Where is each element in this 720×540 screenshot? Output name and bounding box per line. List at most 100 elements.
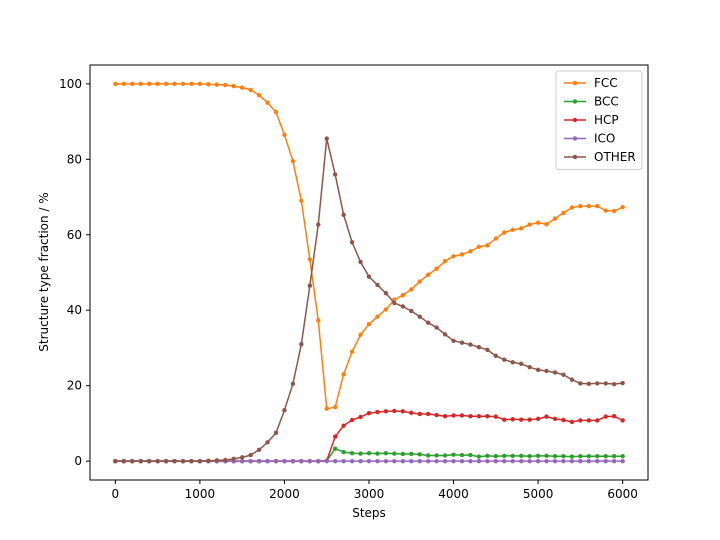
data-point-fcc (299, 198, 304, 204)
x-axis: 0 1000 2000 3000 4000 5000 6000 (112, 480, 638, 501)
data-point-fcc (332, 404, 338, 410)
data-point-ico (552, 458, 558, 464)
data-point-fcc (290, 159, 296, 164)
legend-marker-fcc (572, 80, 578, 86)
data-point-ico (366, 458, 372, 464)
data-point-fcc (349, 349, 355, 354)
data-point-bcc (476, 454, 482, 459)
data-point-fcc (172, 81, 177, 87)
data-point-bcc (493, 454, 499, 459)
data-point-fcc (561, 210, 566, 216)
data-point-ico (595, 458, 600, 464)
data-point-hcp (442, 414, 448, 419)
data-point-other (248, 452, 253, 458)
data-point-other (375, 282, 380, 288)
data-point-other (366, 274, 372, 279)
y-tick-label: 0 (74, 454, 82, 468)
data-point-hcp (349, 417, 355, 423)
data-point-hcp (476, 414, 482, 419)
y-tick-label: 80 (67, 152, 82, 166)
data-point-ico (299, 458, 304, 464)
data-point-fcc (239, 85, 245, 90)
data-point-other (332, 172, 338, 177)
data-point-fcc (485, 243, 490, 248)
data-point-hcp (392, 408, 397, 414)
data-point-ico (518, 458, 524, 464)
data-point-bcc (349, 451, 355, 456)
data-point-bcc (417, 452, 422, 457)
data-point-fcc (518, 226, 524, 231)
data-point-hcp (578, 418, 583, 423)
data-point-ico (256, 458, 262, 464)
data-point-ico (332, 458, 338, 464)
data-point-ico (383, 458, 389, 464)
data-point-fcc (434, 266, 439, 271)
legend-label-bcc: BCC (594, 95, 619, 109)
data-point-other (552, 370, 558, 375)
x-tick-label: 1000 (185, 487, 216, 501)
data-point-fcc (180, 81, 186, 87)
data-point-fcc (476, 244, 482, 250)
data-point-ico (375, 458, 380, 464)
legend-marker-ico (572, 136, 578, 141)
data-point-hcp (611, 414, 617, 419)
data-point-bcc (544, 453, 549, 459)
data-point-ico (561, 458, 566, 464)
data-point-other (189, 458, 194, 464)
data-point-other (392, 300, 397, 306)
data-point-bcc (569, 454, 575, 459)
y-tick-label: 100 (59, 77, 82, 91)
data-point-fcc (138, 81, 143, 87)
data-point-hcp (358, 414, 363, 420)
data-point-bcc (502, 453, 507, 459)
data-point-other (409, 308, 414, 314)
data-point-other (206, 458, 211, 463)
data-point-hcp (459, 413, 465, 418)
data-point-ico (400, 458, 406, 464)
data-point-fcc (316, 318, 321, 323)
data-point-fcc (273, 109, 279, 115)
data-point-other (180, 458, 186, 464)
data-point-fcc (256, 92, 262, 98)
plot-area (113, 81, 625, 464)
data-point-other (383, 291, 389, 296)
data-point-fcc (189, 81, 194, 87)
data-point-fcc (324, 406, 329, 411)
data-point-fcc (206, 82, 211, 87)
data-point-other (518, 361, 524, 366)
x-tick-label: 5000 (523, 487, 554, 501)
data-point-fcc (578, 203, 583, 209)
data-point-other (163, 458, 169, 464)
data-point-ico (620, 458, 625, 464)
data-point-bcc (485, 453, 490, 459)
data-point-other (316, 222, 321, 227)
data-point-bcc (451, 452, 456, 457)
data-point-other (451, 338, 456, 343)
legend-marker-other (572, 154, 578, 160)
data-point-fcc (451, 254, 456, 259)
data-point-fcc (425, 272, 431, 277)
data-point-ico (451, 458, 456, 464)
data-point-hcp (341, 423, 346, 428)
data-point-fcc (265, 100, 270, 105)
data-point-other (349, 240, 355, 245)
data-point-ico (434, 458, 439, 464)
data-point-fcc (282, 132, 287, 137)
data-point-fcc (493, 236, 499, 241)
data-point-ico (307, 458, 313, 464)
data-point-ico (485, 458, 490, 464)
data-point-ico (341, 458, 346, 464)
data-point-hcp (595, 418, 600, 423)
y-tick-label: 40 (67, 303, 82, 317)
data-point-fcc (409, 287, 414, 292)
data-point-hcp (603, 414, 608, 419)
data-point-hcp (425, 411, 431, 417)
data-point-bcc (434, 453, 439, 458)
data-point-ico (510, 458, 515, 464)
data-point-other (400, 304, 406, 309)
data-point-fcc (468, 249, 473, 254)
data-point-other (155, 458, 160, 464)
data-point-fcc (552, 216, 558, 221)
legend-marker-hcp (572, 117, 578, 123)
